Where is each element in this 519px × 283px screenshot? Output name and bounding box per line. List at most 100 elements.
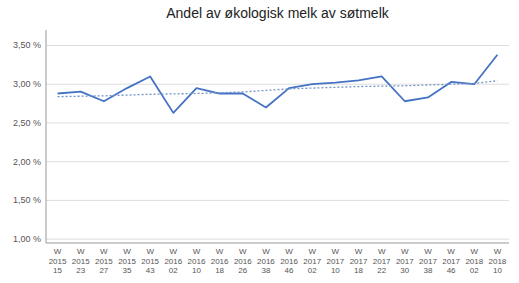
x-tick-label-line: 10 — [192, 266, 201, 275]
x-tick-label-line: W — [494, 247, 502, 256]
x-tick-label-line: 2017 — [419, 257, 437, 266]
x-tick-label-line: 2016 — [188, 257, 206, 266]
x-tick-label-line: 46 — [285, 266, 294, 275]
x-tick-label-line: 2016 — [164, 257, 182, 266]
grid-line — [46, 122, 509, 123]
x-tick-label: W201730 — [396, 247, 414, 275]
grid — [46, 45, 509, 239]
x-tick-label-line: W — [216, 247, 224, 256]
x-tick-label-line: 22 — [377, 266, 386, 275]
x-tick-label-line: 2015 — [72, 257, 90, 266]
x-tick-label-line: 2016 — [211, 257, 229, 266]
x-tick-label-line: W — [170, 247, 178, 256]
x-tick-label-line: 02 — [470, 266, 479, 275]
x-tick-label-line: 2017 — [326, 257, 344, 266]
x-tick-label-line: 2015 — [118, 257, 136, 266]
grid-line — [46, 200, 509, 201]
x-tick-label-line: 35 — [123, 266, 132, 275]
x-tick-label-line: 18 — [215, 266, 224, 275]
x-tick-label-line: W — [378, 247, 386, 256]
x-tick-label-line: W — [193, 247, 201, 256]
x-tick-label-line: 38 — [261, 266, 270, 275]
x-tick-label: W201523 — [72, 247, 90, 275]
x-tick-label: W201738 — [419, 247, 437, 275]
x-tick-label-line: 2018 — [465, 257, 483, 266]
x-tick-label-line: 2017 — [303, 257, 321, 266]
x-tick-label: W201638 — [257, 247, 275, 275]
y-axis-line — [46, 30, 47, 243]
grid-line — [46, 45, 509, 46]
x-tick-label-line: 38 — [424, 266, 433, 275]
x-tick-label-line: 02 — [169, 266, 178, 275]
x-tick-label: W201618 — [211, 247, 229, 275]
y-tick-label: 3,50 % — [13, 40, 41, 50]
x-tick-label: W201718 — [350, 247, 368, 275]
x-tick-label-line: W — [447, 247, 455, 256]
x-tick-label-line: 2017 — [350, 257, 368, 266]
x-tick-label-line: 26 — [238, 266, 247, 275]
x-tick-label-line: 2016 — [280, 257, 298, 266]
x-tick-label-line: 18 — [354, 266, 363, 275]
x-tick-label-line: 2017 — [396, 257, 414, 266]
x-tick-label-line: 2015 — [141, 257, 159, 266]
x-tick-label: W201602 — [164, 247, 182, 275]
x-tick-label-line: W — [332, 247, 340, 256]
x-tick-label: W201746 — [442, 247, 460, 275]
x-tick-label-line: W — [285, 247, 293, 256]
series-line — [58, 55, 498, 113]
x-tick-label: W201626 — [234, 247, 252, 275]
x-tick-label-line: 30 — [400, 266, 409, 275]
series-line — [58, 81, 498, 97]
plot-area — [58, 55, 498, 113]
x-tick-label: W201535 — [118, 247, 136, 275]
title: Andel av økologisk melk av søtmelk — [166, 5, 390, 21]
x-tick-label-line: W — [308, 247, 316, 256]
y-tick-label: 2,00 % — [13, 157, 41, 167]
x-tick-label: W201802 — [465, 247, 483, 275]
x-tick-label-line: W — [123, 247, 131, 256]
y-tick-label: 1,50 % — [13, 195, 41, 205]
x-tick-label-line: 15 — [53, 266, 62, 275]
x-tick-label: W201543 — [141, 247, 159, 275]
x-tick-label-line: W — [77, 247, 85, 256]
chart-svg: Andel av økologisk melk av søtmelk 1,00 %… — [0, 0, 519, 283]
x-tick-label-line: 2016 — [234, 257, 252, 266]
grid-line — [46, 161, 509, 162]
chart-container: Andel av økologisk melk av søtmelk 1,00 %… — [0, 0, 519, 283]
grid-line — [46, 84, 509, 85]
x-tick-label: W201702 — [303, 247, 321, 275]
x-tick-label-line: 23 — [76, 266, 85, 275]
x-tick-label-line: 2018 — [489, 257, 507, 266]
y-tick-label: 1,00 % — [13, 234, 41, 244]
x-tick-label-line: W — [355, 247, 363, 256]
x-tick-label: W201722 — [373, 247, 391, 275]
x-tick-label: W201810 — [489, 247, 507, 275]
x-tick-label-line: 02 — [308, 266, 317, 275]
x-tick-label-line: 27 — [99, 266, 108, 275]
grid-line — [46, 239, 509, 240]
x-tick-label-line: 2016 — [257, 257, 275, 266]
x-tick-label-line: W — [401, 247, 409, 256]
x-tick-label-line: W — [470, 247, 478, 256]
x-tick-label-line: W — [100, 247, 108, 256]
x-tick-label-line: W — [262, 247, 270, 256]
x-tick-label: W201646 — [280, 247, 298, 275]
x-tick-label: W201527 — [95, 247, 113, 275]
x-tick-label-line: 2015 — [95, 257, 113, 266]
y-tick-label: 3,00 % — [13, 79, 41, 89]
y-tick-label: 2,50 % — [13, 118, 41, 128]
x-tick-label: W201710 — [326, 247, 344, 275]
x-tick-label-line: W — [146, 247, 154, 256]
x-tick-label-line: W — [424, 247, 432, 256]
x-tick-label-line: 10 — [331, 266, 340, 275]
x-tick-label-line: 43 — [146, 266, 155, 275]
x-tick-label-line: 46 — [447, 266, 456, 275]
x-tick-label-line: W — [239, 247, 247, 256]
x-tick-label-line: 10 — [493, 266, 502, 275]
x-tick-label: W201610 — [188, 247, 206, 275]
x-tick-label-line: 2017 — [373, 257, 391, 266]
x-tick-label-line: W — [54, 247, 62, 256]
x-tick-label-line: 2017 — [442, 257, 460, 266]
x-tick-label: W201515 — [49, 247, 67, 275]
x-tick-label-line: 2015 — [49, 257, 67, 266]
